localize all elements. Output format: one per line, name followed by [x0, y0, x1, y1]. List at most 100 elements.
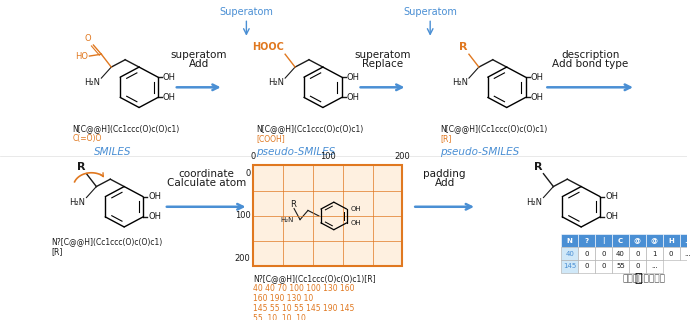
Text: 0: 0 — [635, 263, 639, 269]
Text: [COOH]: [COOH] — [256, 134, 285, 143]
Text: 200: 200 — [235, 254, 251, 263]
Text: OH: OH — [163, 73, 176, 82]
Text: Superatom: Superatom — [219, 6, 273, 17]
Text: 55  10  10  10: 55 10 10 10 — [253, 314, 307, 320]
Text: H₂N: H₂N — [281, 217, 294, 223]
FancyBboxPatch shape — [595, 260, 612, 273]
Text: description: description — [561, 50, 619, 60]
Text: 145 55 10 55 145 190 145: 145 55 10 55 145 190 145 — [253, 304, 355, 313]
Text: 160 190 130 10: 160 190 130 10 — [253, 294, 313, 303]
Text: N[C@@H](Cc1ccc(O)c(O)c1): N[C@@H](Cc1ccc(O)c(O)c1) — [256, 124, 363, 133]
FancyBboxPatch shape — [646, 234, 663, 247]
Text: R: R — [77, 162, 85, 172]
Text: Add bond type: Add bond type — [552, 59, 628, 69]
Text: R: R — [290, 200, 296, 209]
FancyBboxPatch shape — [646, 260, 663, 273]
FancyBboxPatch shape — [253, 165, 402, 267]
Text: ...: ... — [651, 263, 657, 269]
Text: 200: 200 — [394, 152, 410, 161]
FancyBboxPatch shape — [612, 234, 629, 247]
Text: H₂N: H₂N — [84, 78, 100, 87]
Text: R: R — [459, 42, 468, 52]
Text: OH: OH — [605, 192, 618, 201]
Text: OH: OH — [163, 93, 176, 102]
Text: C: C — [618, 238, 623, 244]
Text: [R]: [R] — [440, 134, 451, 143]
FancyBboxPatch shape — [579, 260, 595, 273]
Text: [R]: [R] — [52, 247, 63, 256]
Text: OH: OH — [351, 220, 361, 226]
Text: |: | — [602, 237, 605, 244]
Text: O: O — [85, 34, 91, 43]
Text: @: @ — [634, 238, 641, 244]
FancyBboxPatch shape — [561, 234, 579, 247]
Text: OH: OH — [347, 73, 360, 82]
FancyBboxPatch shape — [646, 247, 663, 260]
Text: H: H — [668, 238, 674, 244]
Text: OH: OH — [605, 212, 618, 221]
Text: ?: ? — [585, 238, 589, 244]
Text: OH: OH — [148, 212, 161, 221]
FancyBboxPatch shape — [579, 234, 595, 247]
FancyBboxPatch shape — [663, 234, 680, 247]
Text: N[C@@H](Cc1ccc(O)c(O)c1): N[C@@H](Cc1ccc(O)c(O)c1) — [440, 124, 547, 133]
FancyBboxPatch shape — [612, 260, 629, 273]
Text: Replace: Replace — [362, 59, 403, 69]
FancyBboxPatch shape — [561, 260, 579, 273]
Text: Calculate atom: Calculate atom — [167, 178, 246, 188]
FancyBboxPatch shape — [595, 247, 612, 260]
Text: HO: HO — [75, 52, 89, 60]
Text: 40: 40 — [616, 251, 625, 257]
Text: H₂N: H₂N — [527, 197, 543, 207]
Text: Superatom: Superatom — [403, 6, 457, 17]
FancyBboxPatch shape — [629, 234, 646, 247]
Text: H₂N: H₂N — [69, 197, 85, 207]
Text: 55: 55 — [616, 263, 625, 269]
Text: 0: 0 — [245, 169, 251, 178]
Text: coordinate: coordinate — [179, 169, 234, 179]
Text: 0: 0 — [585, 251, 589, 257]
Text: 40 40 70 100 100 130 160: 40 40 70 100 100 130 160 — [253, 284, 355, 293]
Text: OH: OH — [531, 73, 544, 82]
Text: superatom: superatom — [170, 50, 227, 60]
Text: OH: OH — [148, 192, 161, 201]
Text: OH: OH — [347, 93, 360, 102]
Text: R: R — [534, 162, 543, 172]
Text: superatom: superatom — [354, 50, 411, 60]
FancyBboxPatch shape — [579, 247, 595, 260]
FancyBboxPatch shape — [595, 234, 612, 247]
Text: pseudo-SMILES: pseudo-SMILES — [257, 147, 336, 157]
Text: H₂N: H₂N — [452, 78, 468, 87]
FancyBboxPatch shape — [629, 260, 646, 273]
Text: C(=O)O: C(=O)O — [73, 134, 102, 143]
Text: 人工智能药物设计: 人工智能药物设计 — [623, 274, 666, 283]
FancyBboxPatch shape — [680, 247, 692, 260]
Text: 100: 100 — [235, 212, 251, 220]
FancyBboxPatch shape — [629, 247, 646, 260]
Text: Add: Add — [435, 178, 455, 188]
Text: 0: 0 — [635, 251, 639, 257]
Text: SMILES: SMILES — [93, 147, 131, 157]
Text: pseudo-SMILES: pseudo-SMILES — [440, 147, 520, 157]
FancyBboxPatch shape — [680, 234, 692, 247]
Text: 40: 40 — [565, 251, 574, 257]
Text: 0: 0 — [251, 152, 256, 161]
Text: 1: 1 — [652, 251, 657, 257]
Text: 0: 0 — [585, 263, 589, 269]
Text: ...: ... — [684, 251, 691, 257]
Text: ...: ... — [684, 238, 692, 244]
Text: 0: 0 — [601, 251, 606, 257]
Text: N?[C@@H](Cc1ccc(O)c(O)c1)[R]: N?[C@@H](Cc1ccc(O)c(O)c1)[R] — [253, 274, 376, 283]
Text: HOOC: HOOC — [253, 42, 284, 52]
Text: @: @ — [650, 238, 657, 244]
Text: OH: OH — [351, 205, 361, 212]
Text: N: N — [567, 238, 573, 244]
FancyBboxPatch shape — [561, 247, 579, 260]
Text: Add: Add — [189, 59, 209, 69]
FancyBboxPatch shape — [663, 247, 680, 260]
Text: 100: 100 — [320, 152, 336, 161]
Text: H₂N: H₂N — [268, 78, 284, 87]
Text: N?[C@@H](Cc1ccc(O)c(O)c1): N?[C@@H](Cc1ccc(O)c(O)c1) — [52, 237, 163, 246]
Text: OH: OH — [531, 93, 544, 102]
Text: 0: 0 — [669, 251, 673, 257]
